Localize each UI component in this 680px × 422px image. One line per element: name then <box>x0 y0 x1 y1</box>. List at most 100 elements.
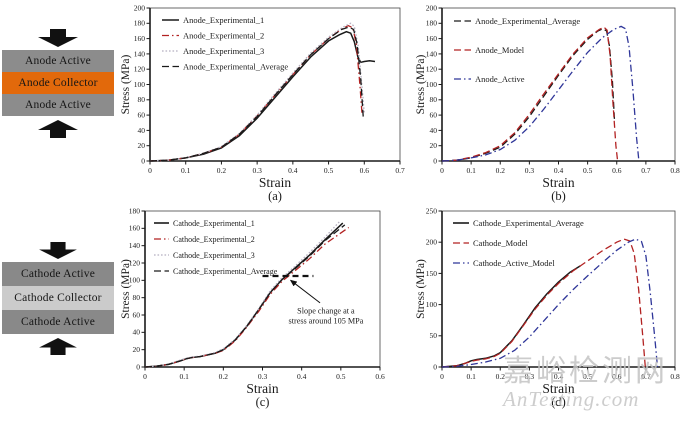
y-tick-label: 250 <box>426 206 438 215</box>
stack-layer-1: Anode Collector <box>2 72 114 94</box>
x-tick-label: 0.4 <box>297 372 307 381</box>
x-tick-label: 0.2 <box>496 372 506 381</box>
x-tick-label: 0.6 <box>612 372 622 381</box>
y-tick-label: 180 <box>426 19 438 28</box>
y-axis-label: Stress (MPa) <box>415 259 427 319</box>
y-axis-label: Stress (MPa) <box>415 54 427 114</box>
y-tick-label: 120 <box>426 65 438 74</box>
y-tick-label: 150 <box>426 269 438 278</box>
legend-label-Anode_Experimental_2: Anode_Experimental_2 <box>183 30 264 40</box>
annotation-arrow <box>289 279 321 304</box>
axes <box>441 8 675 162</box>
stack-layer-label: Anode Active <box>25 99 91 111</box>
chart-anode-experimental: 0 20 40 60 80 100 120 140 160 180 200 0 0.1 0.2 0.3 0.4… <box>120 0 410 209</box>
series-Cathode_Experimental_3 <box>144 220 341 368</box>
y-tick-label: 140 <box>134 49 146 58</box>
y-tick-label: 200 <box>426 238 438 247</box>
y-tick-label: 80 <box>430 95 438 104</box>
x-tick-label: 0.5 <box>583 166 593 175</box>
y-tick-label: 160 <box>426 34 438 43</box>
x-tick-label: 0 <box>440 372 444 381</box>
y-tick-label: 120 <box>134 65 146 74</box>
y-tick-label: 160 <box>129 224 141 233</box>
x-tick-label: 0.6 <box>375 372 385 381</box>
axes <box>441 211 675 368</box>
x-axis-label: Strain <box>542 175 574 190</box>
y-tick-label: 160 <box>134 34 146 43</box>
y-tick-label: 40 <box>133 328 141 337</box>
x-axis-label: Strain <box>259 175 291 190</box>
chart-caption: (a) <box>268 189 282 203</box>
x-tick-label: 0.3 <box>258 372 268 381</box>
chart-cathode-model: 0 50 100 150 200 250 0 0.1 0.2 0.3 0.4 0.5 0.6 0.7 0.8… <box>415 205 680 422</box>
compression-up-arrow-icon <box>38 338 78 355</box>
y-tick-label: 180 <box>134 19 146 28</box>
y-tick-label: 0 <box>433 156 437 165</box>
chart-c-svg: 0 20 40 60 80 100 120 140 160 180 0 0.1 0.2 0.3 0.4 0.5… <box>120 206 385 409</box>
series-Cathode_Experimental_2 <box>144 226 350 368</box>
y-tick-label: 80 <box>138 95 146 104</box>
x-tick-label: 0.3 <box>252 166 262 175</box>
stack-layer-0: Anode Active <box>2 50 114 72</box>
x-tick-label: 0.4 <box>554 372 564 381</box>
x-tick-label: 0.5 <box>336 372 346 381</box>
y-tick-label: 0 <box>136 362 140 371</box>
y-tick-label: 50 <box>430 331 438 340</box>
series-Anode_Model <box>441 26 619 162</box>
anode-stack-diagram: Anode Active Anode Collector Anode Active <box>2 29 114 138</box>
chart-cathode-experimental: 0 20 40 60 80 100 120 140 160 180 0 0.1 0.2 0.3 0.4 0.5… <box>120 205 410 422</box>
legend-label-Cathode_Model: Cathode_Model <box>473 238 528 248</box>
chart-b-svg: 0 20 40 60 80 100 120 140 160 180 200 0 0.1 0.2 0.3 0.4… <box>415 3 680 203</box>
y-tick-label: 100 <box>129 276 141 285</box>
stack-layer-label: Anode Active <box>25 55 91 67</box>
y-tick-label: 100 <box>134 80 146 89</box>
chart-caption: (d) <box>551 395 566 409</box>
series-Anode_Experimental_3 <box>149 22 365 162</box>
legend-label-Anode_Active: Anode_Active <box>475 74 525 84</box>
y-tick-label: 120 <box>129 258 141 267</box>
y-tick-label: 100 <box>426 300 438 309</box>
legend-label-Cathode_Experimental_Average: Cathode_Experimental_Average <box>473 218 584 228</box>
chart-caption: (b) <box>551 189 566 203</box>
chart-anode-model: 0 20 40 60 80 100 120 140 160 180 200 0 0.1 0.2 0.3 0.4… <box>415 0 680 209</box>
legend-label-Cathode_Active_Model: Cathode_Active_Model <box>473 258 555 268</box>
cathode-stack-diagram: Cathode Active Cathode Collector Cathode A… <box>2 242 114 355</box>
y-tick-label: 140 <box>426 49 438 58</box>
compression-down-arrow-icon <box>38 29 78 47</box>
x-tick-label: 0.8 <box>670 166 680 175</box>
legend-label-Cathode_Experimental_2: Cathode_Experimental_2 <box>173 235 255 244</box>
y-tick-label: 80 <box>133 293 141 302</box>
x-tick-label: 0 <box>440 166 444 175</box>
x-tick-label: 0.2 <box>496 166 506 175</box>
series-Anode_Experimental_Average <box>441 27 616 162</box>
compression-up-arrow-icon <box>38 120 78 138</box>
stack-layer-2: Cathode Active <box>2 310 114 334</box>
y-tick-label: 0 <box>433 362 437 371</box>
annotation-text-line: Slope change at a <box>297 306 355 315</box>
y-tick-label: 180 <box>129 206 141 215</box>
stack-layer-label: Cathode Active <box>20 316 96 328</box>
compression-down-arrow-icon <box>38 242 78 259</box>
y-tick-label: 20 <box>430 141 438 150</box>
stack-layer-label: Cathode Active <box>20 268 96 280</box>
y-tick-label: 60 <box>133 310 141 319</box>
x-axis-label: Strain <box>246 381 278 396</box>
x-tick-label: 0.7 <box>641 372 651 381</box>
plot-frame <box>441 7 676 162</box>
x-tick-label: 0.4 <box>554 166 564 175</box>
x-tick-label: 0.4 <box>288 166 298 175</box>
y-tick-label: 0 <box>141 156 145 165</box>
y-tick-label: 200 <box>426 3 438 12</box>
y-tick-label: 40 <box>138 126 146 135</box>
x-tick-label: 0.7 <box>395 166 405 175</box>
x-tick-label: 0.1 <box>179 372 189 381</box>
stack-layer-2: Anode Active <box>2 94 114 116</box>
y-axis-label: Stress (MPa) <box>120 259 132 319</box>
legend-label-Cathode_Experimental_Average: Cathode_Experimental_Average <box>173 267 278 276</box>
x-tick-label: 0 <box>143 372 147 381</box>
x-tick-label: 0.3 <box>525 166 535 175</box>
series-Cathode_Experimental_Average <box>144 224 346 368</box>
series-Anode_Active <box>441 25 640 162</box>
x-tick-label: 0.8 <box>670 372 680 381</box>
